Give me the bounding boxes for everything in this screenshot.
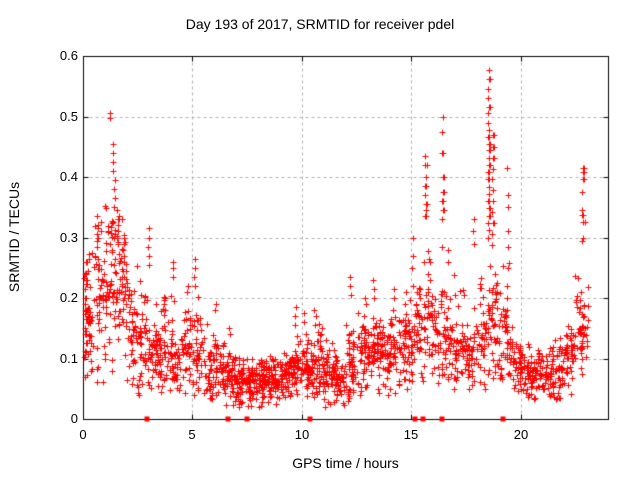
x-tick-label: 10 [294, 427, 310, 442]
y-tick-label: 0.3 [59, 230, 78, 245]
x-tick-label: 0 [79, 427, 87, 442]
x-axis-label: GPS time / hours [292, 455, 399, 471]
x-tick-label: 15 [403, 427, 419, 442]
y-tick-label: 0.5 [59, 109, 78, 124]
chart-title: Day 193 of 2017, SRMTID for receiver pde… [185, 16, 455, 32]
x-tick-label: 20 [513, 427, 529, 442]
x-tick-label: 5 [188, 427, 196, 442]
y-tick-label: 0.4 [59, 169, 78, 184]
y-tick-label: 0.2 [59, 290, 78, 305]
y-tick-label: 0.1 [59, 351, 78, 366]
y-tick-label: 0.6 [59, 48, 78, 63]
y-axis-label: SRMTID / TECUs [6, 181, 22, 293]
y-tick-label: 0 [70, 411, 78, 426]
